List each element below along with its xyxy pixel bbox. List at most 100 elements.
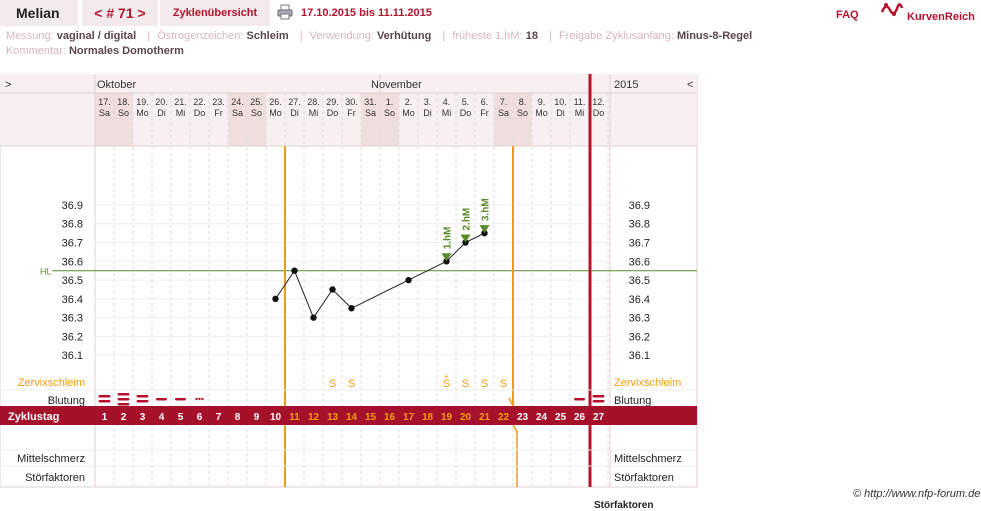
printer-icon[interactable] — [277, 4, 293, 20]
stoerfaktoren-row-label-right: Störfaktoren — [614, 472, 674, 484]
top-bar: Melian < # 71 > Zyklenübersicht 17.10.20… — [0, 0, 981, 26]
day-date: 4. — [443, 97, 451, 107]
temperature-point — [348, 305, 355, 312]
cycle-day-bar — [0, 406, 697, 425]
y-tick-label: 36.6 — [62, 256, 83, 268]
zervix-symbol: S — [443, 378, 450, 390]
cycle-day-number: 9 — [254, 412, 260, 423]
cycle-day-number: 23 — [517, 412, 529, 423]
cycle-day-number: 2 — [121, 412, 127, 423]
cycle-day-number: 12 — [308, 412, 320, 423]
day-date: 22. — [193, 97, 206, 107]
day-date: 18. — [117, 97, 130, 107]
day-weekday: So — [118, 108, 129, 118]
day-weekday: Di — [423, 108, 432, 118]
weekend-shade — [494, 93, 513, 146]
comment-line: Kommentar: Normales Domotherm — [6, 45, 192, 57]
faq-link[interactable]: FAQ — [836, 9, 859, 21]
day-date: 27. — [288, 97, 301, 107]
day-date: 26. — [269, 97, 282, 107]
hm-triangle-icon — [479, 225, 490, 234]
temperature-point — [405, 276, 412, 284]
cycle-day-number: 22 — [498, 412, 510, 423]
kommentar-label: Kommentar: — [6, 45, 66, 57]
zervix-symbol: S — [500, 378, 507, 390]
hm-label: 2.hM — [462, 208, 473, 231]
day-date: 31. — [364, 97, 377, 107]
frueheste-label: früheste 1.hM: — [452, 30, 523, 42]
cycle-day-number: 25 — [555, 412, 567, 423]
bleeding-mark — [117, 403, 130, 406]
cycle-day-number: 3 — [140, 412, 146, 423]
day-weekday: Mi — [575, 108, 585, 118]
day-date: 9. — [538, 97, 546, 107]
y-tick-label-right: 36.7 — [629, 238, 650, 250]
hm-label: 3.hM — [481, 198, 492, 221]
messung-value: vaginal / digital — [56, 30, 137, 42]
day-date: 3. — [424, 97, 432, 107]
zervix-row-label-right: Zervixschleim — [614, 377, 681, 389]
zervix-symbol: S — [329, 378, 336, 390]
day-date: 10. — [554, 97, 567, 107]
spotting-dot — [198, 397, 201, 401]
weekend-shade — [95, 93, 114, 146]
date-range: 17.10.2015 bis 11.11.2015 — [301, 7, 432, 19]
day-weekday: Fr — [347, 108, 356, 118]
bleeding-mark — [592, 400, 605, 403]
cycle-navigator[interactable]: < # 71 > — [82, 0, 158, 26]
evaluation-line-bend — [508, 397, 514, 407]
day-date: 30. — [345, 97, 358, 107]
day-weekday: Mi — [176, 108, 186, 118]
day-weekday: Mi — [309, 108, 319, 118]
kurvenreich-logo[interactable]: KurvenReich — [880, 0, 980, 23]
cycle-day-number: 17 — [403, 412, 415, 423]
nav-right-icon: < — [687, 79, 693, 91]
cycle-day-number: 13 — [327, 412, 339, 423]
weekend-shade — [361, 93, 380, 146]
bleeding-mark — [574, 398, 585, 401]
freigabe-label: Freigabe Zyklusanfang: — [558, 30, 674, 42]
cycle-day-number: 20 — [460, 412, 472, 423]
cycle-overview-link[interactable]: Zyklenübersicht — [160, 0, 270, 26]
cycle-day-number: 21 — [479, 412, 491, 423]
oestrogen-label: Östrogenzeichen: — [157, 30, 244, 42]
day-date: 11. — [574, 97, 586, 107]
day-date: 29. — [326, 97, 339, 107]
cycle-day-number: 26 — [574, 412, 586, 423]
blutung-row-label-right: Blutung — [614, 395, 651, 407]
weekend-shade — [228, 93, 247, 146]
year-label: 2015 — [614, 79, 638, 91]
day-weekday: So — [384, 108, 395, 118]
zervix-plus: + — [444, 372, 449, 381]
day-weekday: Do — [194, 108, 206, 118]
nav-left-icon: > — [5, 79, 11, 91]
month-label: November — [371, 79, 422, 91]
temperature-point — [291, 267, 298, 274]
spotting-dot — [195, 397, 198, 401]
y-tick-label-right: 36.6 — [629, 256, 650, 268]
mittelschmerz-row-label: Mittelschmerz — [17, 453, 85, 465]
cycle-day-number: 10 — [270, 412, 282, 423]
bleeding-mark — [175, 398, 186, 401]
weekend-shade — [114, 93, 133, 146]
evaluation-line-lower — [512, 424, 518, 487]
y-tick-label: 36.8 — [62, 219, 83, 231]
cycle-day-number: 18 — [422, 412, 434, 423]
bleeding-mark — [156, 398, 167, 401]
temperature-point — [310, 314, 317, 321]
hl-label: HL — [40, 267, 52, 277]
day-weekday: Do — [327, 108, 339, 118]
verwendung-value: Verhütung — [376, 30, 432, 42]
day-weekday: Mo — [402, 108, 415, 118]
cycle-day-number: 27 — [593, 412, 605, 423]
y-tick-label-right: 36.3 — [629, 313, 650, 325]
day-date: 5. — [462, 97, 470, 107]
logo-icon — [880, 3, 904, 16]
cycle-day-number: 7 — [216, 412, 222, 423]
day-date: 2. — [405, 97, 413, 107]
day-date: 28. — [307, 97, 320, 107]
stoerfaktoren-row-label: Störfaktoren — [25, 472, 85, 484]
cycle-day-number: 5 — [178, 412, 184, 423]
day-weekday: Do — [593, 108, 605, 118]
